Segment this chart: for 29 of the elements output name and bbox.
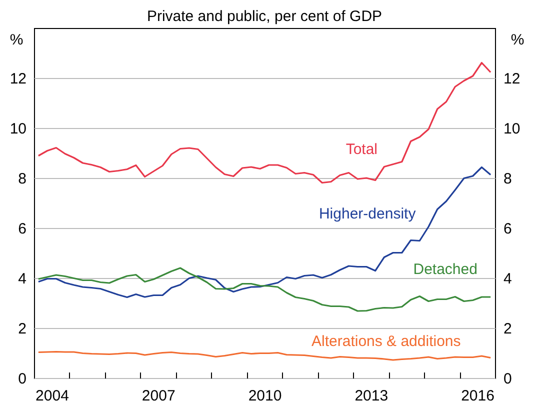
y2-axis-title: % xyxy=(510,32,524,48)
x-tick-label: 2016 xyxy=(461,388,494,403)
chart-subtitle: Private and public, per cent of GDP xyxy=(146,8,382,25)
line-series xyxy=(38,166,492,298)
series-label: Alterations & additions xyxy=(312,333,461,350)
y-tick-label: 10 xyxy=(10,120,26,138)
line-series xyxy=(38,350,492,361)
y-tick-label: 12 xyxy=(10,70,26,88)
y2-tick-label: 0 xyxy=(504,370,512,388)
y2-tick-label: 10 xyxy=(504,120,520,138)
series-label: Total xyxy=(346,141,378,158)
y2-tick-label: 2 xyxy=(504,320,512,338)
y-tick-label: 0 xyxy=(18,370,26,388)
x-tick-label: 2004 xyxy=(36,388,69,403)
series-label: Detached xyxy=(413,261,478,278)
y-tick-label: 4 xyxy=(18,270,26,288)
y2-tick-label: 12 xyxy=(504,70,520,88)
y2-tick-label: 4 xyxy=(504,270,512,288)
y-tick-label: 8 xyxy=(18,170,26,188)
series-label: Higher-density xyxy=(318,205,416,222)
line-series xyxy=(38,62,492,184)
y-tick-label: 6 xyxy=(18,220,26,238)
y2-tick-label: 8 xyxy=(504,170,512,188)
x-tick-label: 2007 xyxy=(142,388,176,403)
y-axis-title: % xyxy=(10,32,24,48)
y2-tick-label: 6 xyxy=(504,220,512,238)
y-tick-label: 2 xyxy=(18,320,26,338)
x-tick-label: 2013 xyxy=(354,388,388,403)
x-tick-label: 2010 xyxy=(248,388,282,403)
